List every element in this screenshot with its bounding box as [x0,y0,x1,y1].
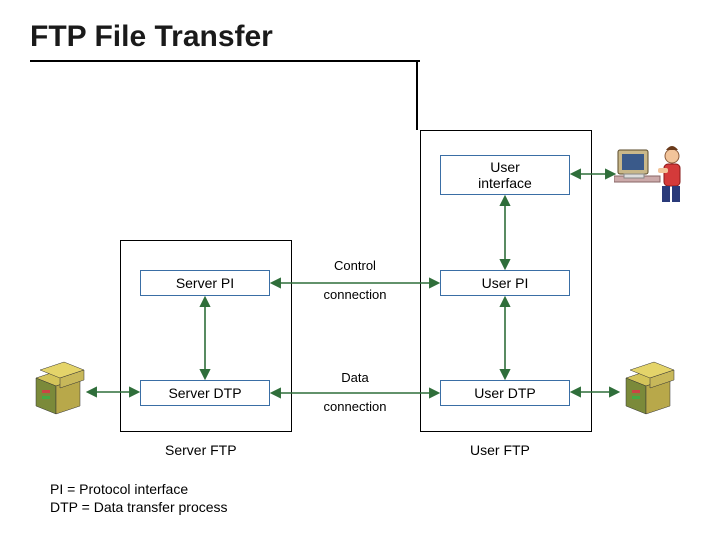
node-user-pi: User PI [440,270,570,296]
title-rule [30,60,420,62]
title-rule-vert [416,60,418,130]
page-title: FTP File Transfer [30,20,273,60]
control-label-bot: connection [305,287,405,302]
node-user-interface: User interface [440,155,570,195]
caption-server-ftp: Server FTP [165,442,237,458]
control-label-top: Control [305,258,405,273]
node-server-dtp: Server DTP [140,380,270,406]
footnote-line2: DTP = Data transfer process [50,498,228,516]
footnote: PI = Protocol interface DTP = Data trans… [50,480,228,516]
node-user-dtp: User DTP [440,380,570,406]
control-connection-label: Control connection [305,258,405,302]
server-icon [30,360,86,420]
data-label-top: Data [305,370,405,385]
person-computer-icon [614,140,694,210]
data-label-bot: connection [305,399,405,414]
caption-user-ftp: User FTP [470,442,530,458]
data-connection-label: Data connection [305,370,405,414]
files-icon [620,360,676,420]
footnote-line1: PI = Protocol interface [50,480,228,498]
node-server-pi: Server PI [140,270,270,296]
